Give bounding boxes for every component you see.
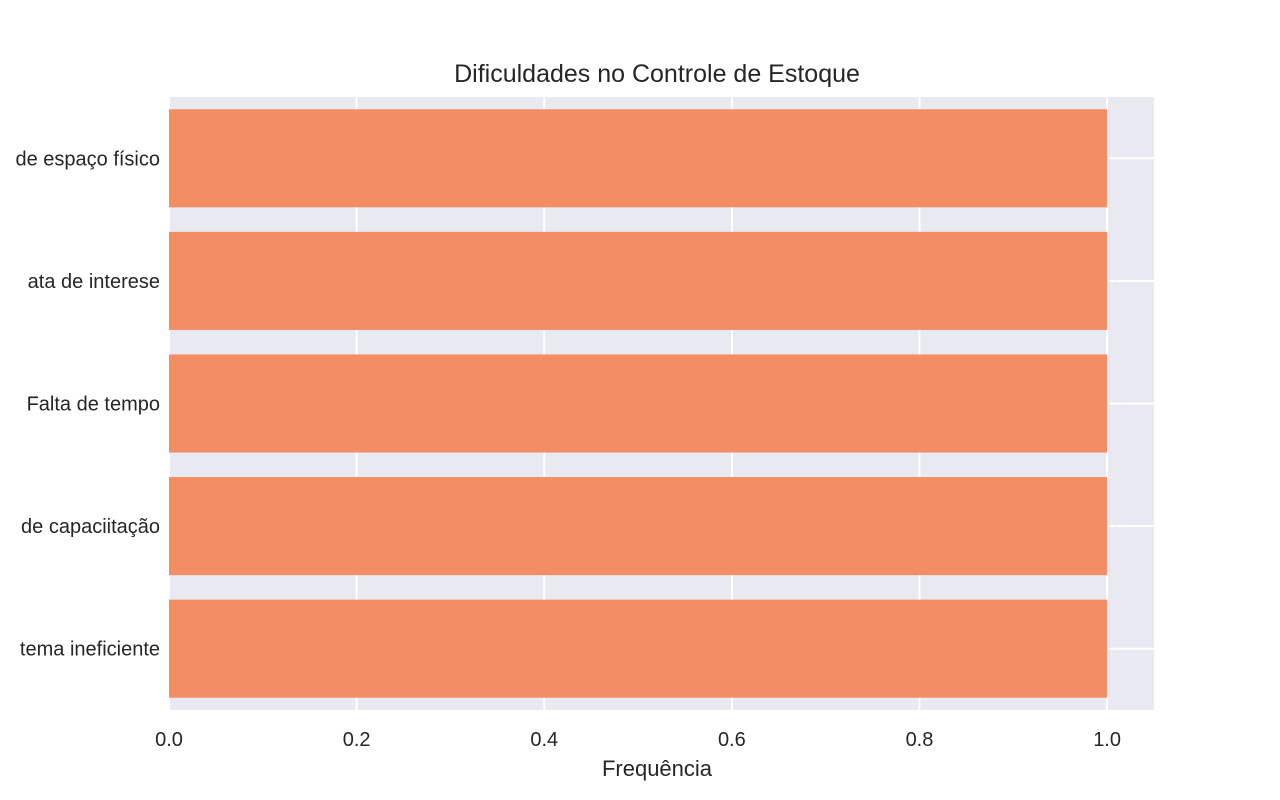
x-tick-labels: 0.0 0.2 0.4 0.6 0.8 1.0	[155, 729, 1121, 751]
x-tick-label: 1.0	[1093, 729, 1121, 751]
y-tick-label: tema ineficiente	[20, 639, 160, 661]
bar	[169, 354, 1108, 453]
bar	[169, 599, 1108, 698]
bar	[169, 109, 1108, 208]
x-tick-label: 0.6	[718, 729, 746, 751]
x-tick-label: 0.2	[343, 729, 371, 751]
y-tick-label: Falta de tempo	[27, 394, 160, 416]
y-tick-labels: de espaço físico ata de interese Falta de …	[15, 148, 160, 660]
x-tick-label: 0.0	[155, 729, 183, 751]
y-tick-label: de espaço físico	[15, 148, 160, 170]
x-tick-label: 0.4	[530, 729, 558, 751]
x-axis-label: Frequência	[602, 756, 713, 781]
y-tick-label: ata de interese	[28, 271, 160, 293]
y-tick-label: de capaciitação	[21, 516, 160, 538]
bar	[169, 231, 1108, 330]
chart-title: Dificuldades no Controle de Estoque	[454, 60, 860, 88]
x-tick-label: 0.8	[906, 729, 934, 751]
bar	[169, 477, 1108, 576]
bars	[169, 109, 1108, 698]
